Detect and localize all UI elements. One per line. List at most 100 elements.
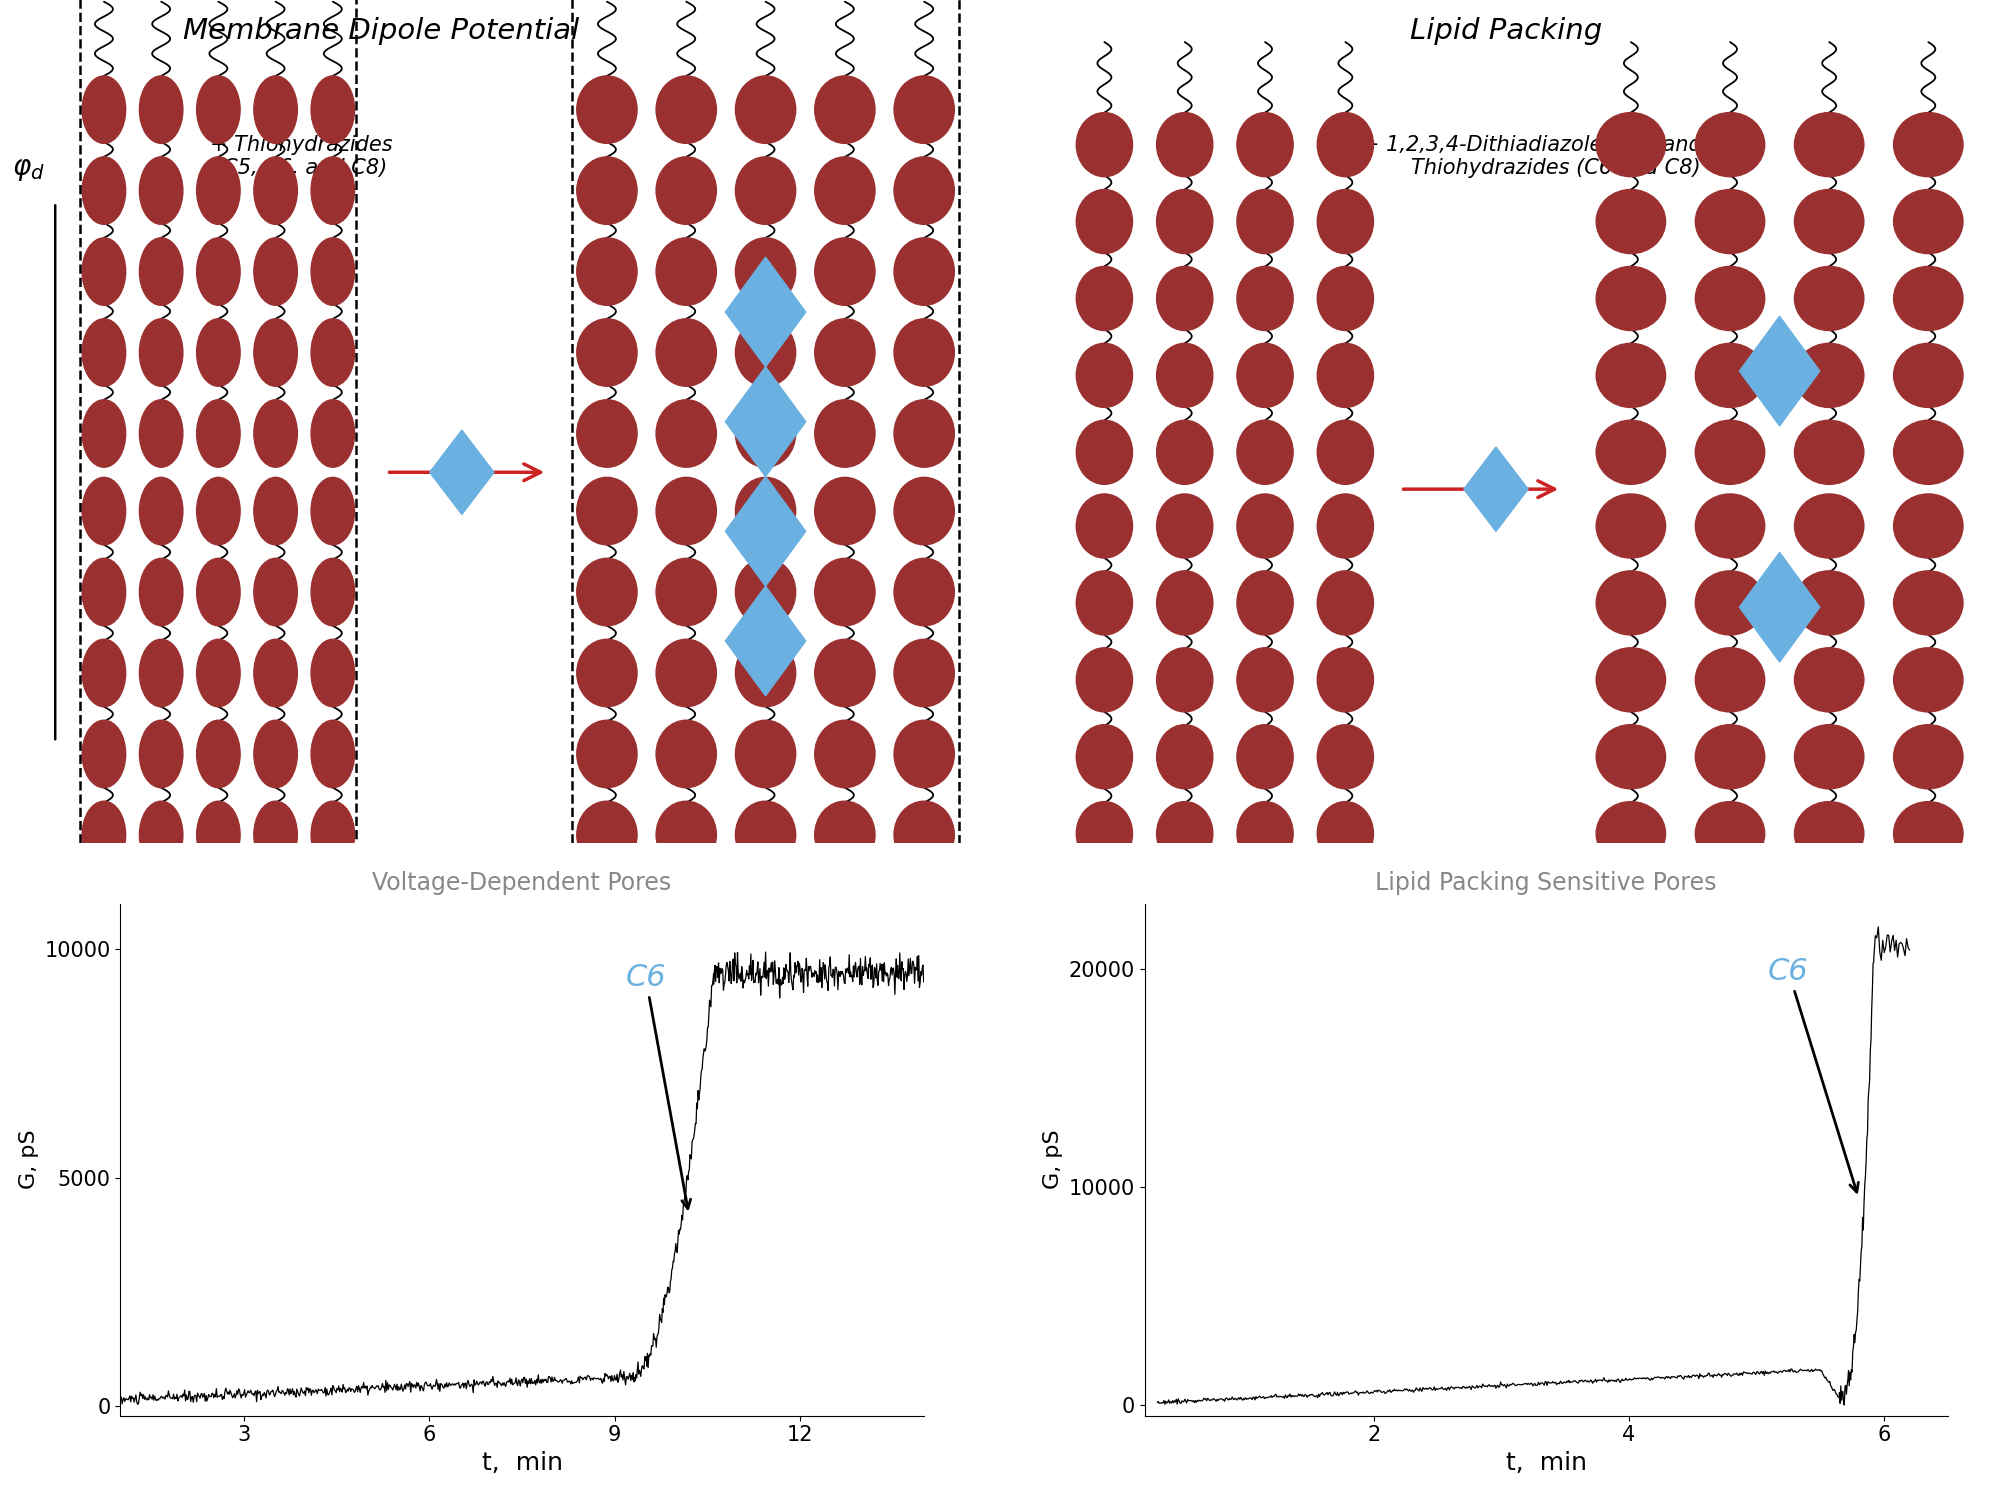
Ellipse shape [1694, 343, 1764, 408]
Text: Membrane Dipole Potential: Membrane Dipole Potential [183, 17, 580, 45]
Ellipse shape [815, 319, 875, 386]
Ellipse shape [311, 75, 355, 143]
Bar [572, 0, 959, 947]
Y-axis label: G, pS: G, pS [18, 1130, 38, 1190]
Ellipse shape [656, 477, 716, 545]
Polygon shape [725, 258, 805, 367]
Ellipse shape [1156, 571, 1212, 636]
Ellipse shape [815, 559, 875, 626]
Ellipse shape [1236, 190, 1293, 253]
Ellipse shape [1694, 113, 1764, 176]
Ellipse shape [253, 399, 297, 467]
Ellipse shape [1596, 724, 1664, 789]
Ellipse shape [138, 559, 183, 626]
Ellipse shape [1156, 801, 1212, 866]
Ellipse shape [576, 75, 636, 143]
Ellipse shape [1076, 113, 1132, 176]
Ellipse shape [1893, 801, 1963, 866]
Ellipse shape [311, 319, 355, 386]
Bar [80, 0, 357, 947]
Ellipse shape [1236, 648, 1293, 712]
Ellipse shape [1076, 267, 1132, 330]
Ellipse shape [656, 319, 716, 386]
Ellipse shape [138, 319, 183, 386]
Ellipse shape [1076, 724, 1132, 789]
Ellipse shape [656, 157, 716, 224]
Ellipse shape [576, 399, 636, 467]
Ellipse shape [253, 238, 297, 306]
Ellipse shape [197, 75, 241, 143]
Ellipse shape [1596, 343, 1664, 408]
Ellipse shape [311, 477, 355, 545]
Ellipse shape [197, 157, 241, 224]
Ellipse shape [815, 720, 875, 788]
Ellipse shape [656, 75, 716, 143]
Ellipse shape [1317, 190, 1373, 253]
Ellipse shape [311, 639, 355, 706]
Ellipse shape [253, 801, 297, 869]
Ellipse shape [893, 157, 953, 224]
Ellipse shape [576, 319, 636, 386]
Ellipse shape [1156, 420, 1212, 485]
Ellipse shape [1317, 113, 1373, 176]
Ellipse shape [735, 238, 795, 306]
Ellipse shape [735, 720, 795, 788]
Ellipse shape [138, 801, 183, 869]
Ellipse shape [656, 238, 716, 306]
Text: C6: C6 [624, 962, 690, 1209]
Ellipse shape [1156, 494, 1212, 559]
Ellipse shape [656, 559, 716, 626]
Ellipse shape [576, 559, 636, 626]
Ellipse shape [815, 238, 875, 306]
Ellipse shape [82, 399, 126, 467]
Ellipse shape [735, 639, 795, 706]
Ellipse shape [1794, 190, 1862, 253]
Ellipse shape [1076, 571, 1132, 636]
Ellipse shape [1694, 190, 1764, 253]
Ellipse shape [1596, 648, 1664, 712]
Ellipse shape [1596, 571, 1664, 636]
Ellipse shape [311, 559, 355, 626]
Ellipse shape [1694, 648, 1764, 712]
X-axis label: t,  min: t, min [1505, 1450, 1586, 1474]
Polygon shape [1738, 553, 1818, 663]
Ellipse shape [1694, 724, 1764, 789]
Ellipse shape [815, 399, 875, 467]
Ellipse shape [138, 720, 183, 788]
Text: $\varphi_d$: $\varphi_d$ [12, 155, 44, 182]
Ellipse shape [253, 157, 297, 224]
Ellipse shape [197, 801, 241, 869]
Ellipse shape [1317, 343, 1373, 408]
Ellipse shape [1317, 494, 1373, 559]
Ellipse shape [311, 157, 355, 224]
Ellipse shape [1596, 494, 1664, 559]
Ellipse shape [138, 477, 183, 545]
Ellipse shape [82, 238, 126, 306]
Ellipse shape [1156, 343, 1212, 408]
Ellipse shape [735, 319, 795, 386]
Ellipse shape [893, 319, 953, 386]
Ellipse shape [656, 399, 716, 467]
Ellipse shape [253, 720, 297, 788]
Ellipse shape [82, 319, 126, 386]
Ellipse shape [815, 801, 875, 869]
Ellipse shape [576, 801, 636, 869]
Ellipse shape [138, 238, 183, 306]
Title: Lipid Packing Sensitive Pores: Lipid Packing Sensitive Pores [1375, 870, 1716, 895]
Ellipse shape [1893, 420, 1963, 485]
Ellipse shape [1893, 113, 1963, 176]
Ellipse shape [735, 75, 795, 143]
Ellipse shape [253, 75, 297, 143]
Ellipse shape [311, 720, 355, 788]
Ellipse shape [1317, 801, 1373, 866]
Ellipse shape [656, 639, 716, 706]
Ellipse shape [138, 399, 183, 467]
Ellipse shape [1317, 571, 1373, 636]
Ellipse shape [82, 639, 126, 706]
Ellipse shape [1156, 648, 1212, 712]
Ellipse shape [197, 639, 241, 706]
Ellipse shape [253, 477, 297, 545]
Ellipse shape [197, 477, 241, 545]
Polygon shape [725, 367, 805, 476]
Polygon shape [1738, 316, 1818, 426]
